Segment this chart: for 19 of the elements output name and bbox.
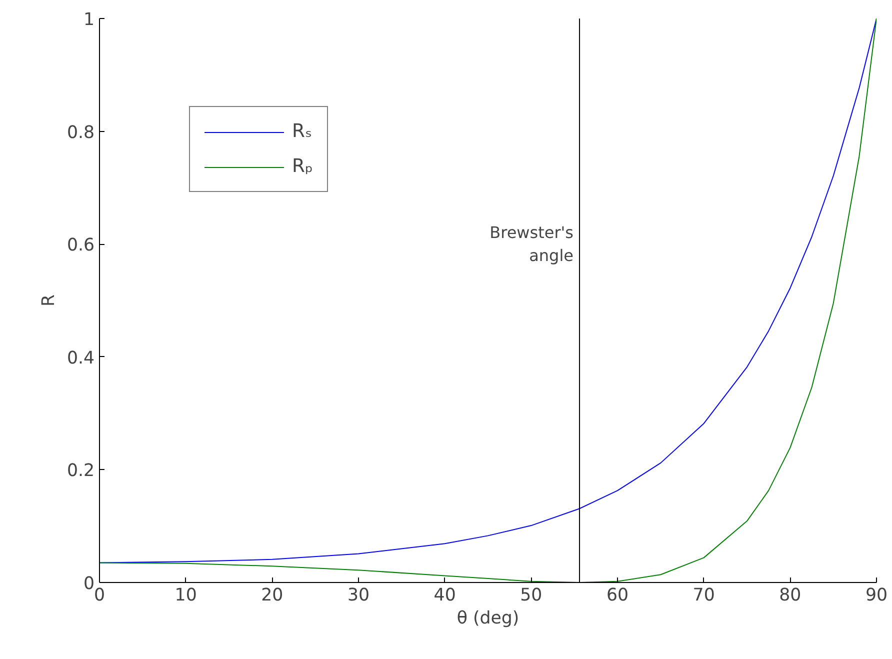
y-tick-label: 0.4 [66, 348, 95, 368]
x-tick-label: 40 [434, 586, 456, 606]
ref-line-label: Brewster's angle [490, 223, 574, 265]
x-tick-label: 80 [779, 586, 802, 606]
legend-label: Rₛ [292, 121, 312, 142]
legend-label: Rₚ [292, 156, 313, 177]
x-tick-label: 30 [347, 586, 370, 606]
y-tick-label: 0.6 [66, 236, 95, 256]
x-tick-label: 20 [261, 586, 284, 606]
x-tick-label: 10 [174, 586, 197, 606]
y-tick-label: 0.8 [66, 122, 95, 143]
x-tick-label: 50 [520, 586, 542, 606]
x-tick-label: 90 [865, 586, 888, 606]
y-tick-label: 0.2 [66, 461, 95, 482]
x-tick-label: 70 [692, 586, 715, 606]
y-tick-label: 1 [83, 10, 95, 30]
x-axis-title: θ (deg) [456, 608, 520, 628]
x-tick-label: 60 [606, 586, 629, 606]
y-axis-title: R [38, 294, 59, 307]
